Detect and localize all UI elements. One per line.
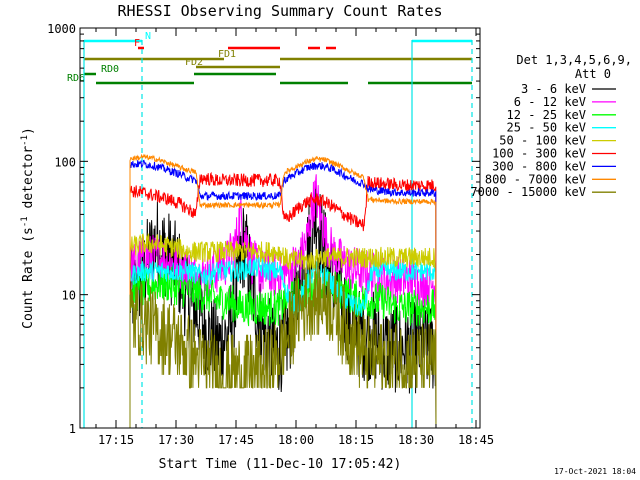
- state-bar-label-rd0: RD0: [101, 64, 119, 75]
- y-tick-label: 10: [62, 289, 76, 303]
- x-tick-label: 18:15: [338, 433, 374, 447]
- series-line-7000-to-15000keV: [129, 257, 437, 429]
- axes: 17:15 17:30 17:45 18:00 18:15 18:30 18:45 1 10 10…: [47, 22, 494, 447]
- series-line-800-to-7000keV: [129, 153, 437, 429]
- y-tick-label: 1: [69, 422, 76, 436]
- legend-entry-label: 6 - 12 keV: [514, 95, 586, 109]
- state-bar-label-fd1: FD1: [218, 49, 236, 60]
- legend-entry-label: 100 - 300 keV: [492, 147, 586, 161]
- legend-header-line2: Att 0: [575, 67, 611, 81]
- series-line-50-to-100keV: [129, 232, 437, 429]
- x-tick-label: 18:45: [458, 433, 494, 447]
- series-line-300-to-800keV: [129, 159, 437, 429]
- state-bars: NF FD1 FD2 RD0 RD6: [67, 31, 472, 85]
- y-tick-label: 100: [54, 155, 76, 169]
- x-tick-label: 17:30: [158, 433, 194, 447]
- x-tick-label: 18:00: [278, 433, 314, 447]
- y-label-mid: detector: [21, 146, 36, 217]
- legend-entry-label: 7000 - 15000 keV: [470, 185, 586, 199]
- legend-entry-label: 800 - 7000 keV: [485, 172, 586, 186]
- state-bar-label-f: F: [134, 38, 140, 49]
- plot-frame: [79, 27, 481, 429]
- series-lines: [129, 153, 437, 429]
- state-bar-label-n: N: [145, 31, 151, 42]
- y-label-main: Count Rate (s: [21, 227, 36, 329]
- x-axis-label: Start Time (11-Dec-10 17:05:42): [159, 457, 402, 472]
- y-axis-label: Count Rate (s-1 detector-1): [20, 127, 36, 329]
- x-tick-label: 17:45: [218, 433, 254, 447]
- legend-entry-label: 3 - 6 keV: [521, 82, 586, 96]
- y-tick-label: 1000: [47, 22, 76, 36]
- x-tick-label: 18:30: [398, 433, 434, 447]
- legend-header-line1: Det 1,3,4,5,6,9,: [516, 53, 632, 67]
- chart-title: RHESSI Observing Summary Count Rates: [117, 2, 442, 20]
- state-bar-label-rd6: RD6: [67, 73, 85, 84]
- state-bar-label-fd2: FD2: [185, 57, 203, 68]
- series-line-25-to-50keV: [129, 256, 437, 429]
- x-tick-label: 17:15: [98, 433, 134, 447]
- series-line-100-to-300keV: [129, 171, 437, 429]
- legend-entry-label: 12 - 25 keV: [507, 108, 586, 122]
- y-label-sup2: -1: [20, 135, 30, 146]
- footer-date: 17-Oct-2021 18:04: [554, 467, 636, 476]
- legend-entry-label: 25 - 50 keV: [507, 121, 586, 135]
- legend-entry-label: 300 - 800 keV: [492, 159, 586, 173]
- y-label-sup1: -1: [20, 216, 30, 227]
- legend-entry-label: 50 - 100 keV: [499, 134, 586, 148]
- y-label-end: ): [21, 127, 36, 135]
